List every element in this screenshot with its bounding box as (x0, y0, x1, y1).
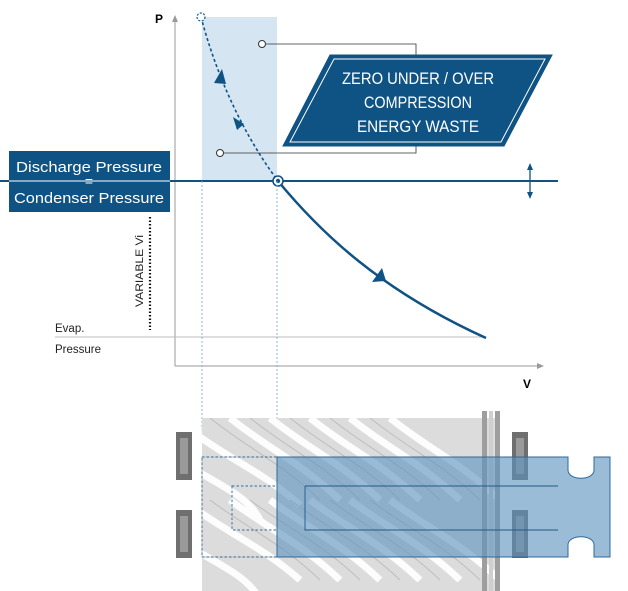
callout-pin-bottom (216, 149, 224, 157)
vi-band (202, 17, 277, 181)
dashed-arrow-up (214, 69, 226, 84)
evap-label-line-1: Evap. (55, 323, 84, 335)
callout-leader-bottom (224, 146, 417, 154)
dashed-endpoint (196, 12, 206, 22)
y-axis-label: P (155, 12, 163, 26)
callout-pin-top (258, 40, 266, 48)
callout-box-border (289, 58, 546, 143)
x-axis-label: V (523, 377, 531, 391)
variable-vi-label: VARIABLE Vi (134, 235, 146, 307)
slide-valve-outline (304, 485, 558, 531)
evap-label-line-2: Pressure (55, 344, 101, 356)
y-axis-arrow (172, 15, 178, 22)
callout-line-3: ENERGY WASTE (357, 117, 479, 136)
callout-leader-top (266, 43, 417, 58)
compression-curve (277, 180, 487, 340)
callout-line-1: ZERO UNDER / OVER (342, 69, 494, 88)
valve-original-position (201, 456, 278, 558)
dashed-arrow-down (233, 117, 244, 130)
double-arrow-vertical-icon[interactable] (527, 163, 533, 199)
discharge-point-inner (275, 178, 281, 184)
condenser-pressure-text: Condenser Pressure (14, 190, 164, 207)
left-bearings (176, 432, 192, 558)
dashed-curve (200, 16, 279, 182)
equals-sign: = (85, 173, 93, 189)
compression-direction-arrow (372, 268, 386, 282)
slide-valve (276, 456, 611, 558)
x-axis-arrow (537, 363, 544, 369)
discharge-pressure-text: Discharge Pressure (16, 159, 162, 176)
callout-box (282, 54, 553, 147)
callout-line-2: COMPRESSION (364, 93, 472, 112)
